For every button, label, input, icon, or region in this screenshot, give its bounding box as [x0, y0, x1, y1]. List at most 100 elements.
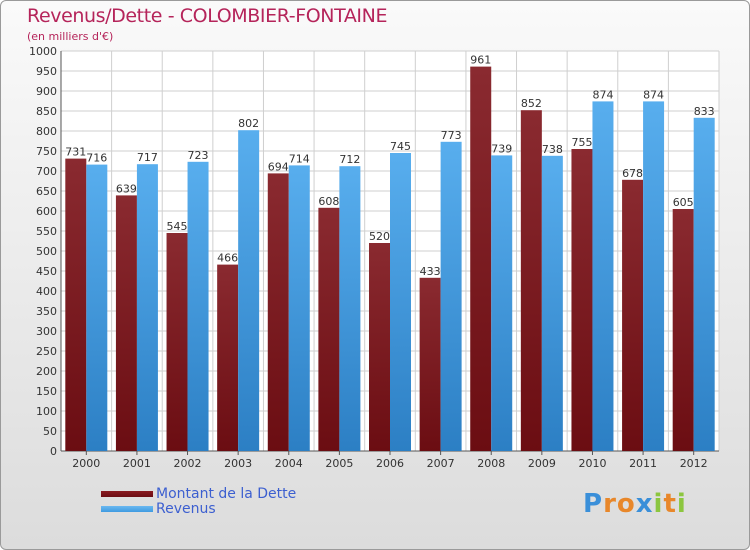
- bar-revenue: [238, 130, 260, 451]
- bar-debt: [318, 207, 340, 451]
- y-tick-label: 850: [36, 105, 57, 118]
- bar-revenue: [187, 161, 209, 452]
- x-tick-label: 2010: [578, 457, 606, 470]
- y-tick-label: 150: [36, 385, 57, 398]
- y-tick-label: 550: [36, 225, 57, 238]
- legend-swatch-revenue: [101, 506, 153, 512]
- data-label-debt: 961: [470, 54, 491, 67]
- data-label-revenue: 802: [238, 117, 259, 130]
- bar-revenue: [136, 164, 158, 451]
- x-tick-label: 2002: [174, 457, 202, 470]
- y-tick-label: 200: [36, 365, 57, 378]
- logo-letter: i: [653, 489, 664, 519]
- x-tick-label: 2011: [629, 457, 657, 470]
- y-tick-label: 450: [36, 265, 57, 278]
- bar-debt: [520, 110, 542, 451]
- logo-letter: r: [603, 489, 617, 519]
- bar-debt: [470, 66, 492, 451]
- data-label-debt: 678: [622, 167, 643, 180]
- chart-subtitle: (en milliers d'€): [27, 30, 114, 43]
- bar-debt: [166, 233, 188, 451]
- y-tick-label: 250: [36, 345, 57, 358]
- data-label-debt: 545: [167, 220, 188, 233]
- data-label-debt: 852: [521, 97, 542, 110]
- y-tick-label: 500: [36, 245, 57, 258]
- bar-debt: [419, 277, 441, 451]
- logo-letter: x: [635, 489, 654, 519]
- x-tick-label: 2000: [72, 457, 100, 470]
- legend-label-revenue: Revenus: [156, 501, 216, 517]
- bar-debt: [115, 195, 137, 451]
- data-label-revenue: 714: [289, 152, 310, 165]
- data-label-debt: 608: [318, 195, 339, 208]
- data-label-revenue: 874: [643, 88, 664, 101]
- y-tick-label: 0: [50, 445, 57, 458]
- data-label-revenue: 773: [441, 129, 462, 142]
- x-tick-label: 2012: [680, 457, 708, 470]
- data-label-debt: 639: [116, 182, 137, 195]
- logo-letter: o: [616, 489, 636, 519]
- data-label-debt: 605: [673, 196, 694, 209]
- x-tick-label: 2005: [325, 457, 353, 470]
- bar-revenue: [541, 155, 563, 452]
- bar-revenue: [288, 165, 310, 451]
- data-label-revenue: 717: [137, 151, 158, 164]
- y-tick-label: 300: [36, 325, 57, 338]
- logo-letter: P: [583, 489, 604, 519]
- bar-debt: [672, 209, 694, 451]
- y-tick-label: 400: [36, 285, 57, 298]
- y-tick-label: 750: [36, 145, 57, 158]
- data-label-debt: 520: [369, 230, 390, 243]
- bar-revenue: [339, 166, 361, 451]
- bar-revenue: [592, 101, 614, 452]
- bar-debt: [65, 158, 87, 451]
- data-label-debt: 466: [217, 252, 238, 265]
- bar-revenue: [440, 141, 462, 452]
- data-label-revenue: 723: [188, 149, 209, 162]
- y-tick-label: 700: [36, 165, 57, 178]
- legend-swatch-debt: [101, 491, 153, 497]
- bar-debt: [369, 243, 390, 451]
- y-tick-label: 900: [36, 85, 57, 98]
- data-label-revenue: 738: [542, 143, 563, 156]
- y-tick-label: 800: [36, 125, 57, 138]
- axis-layer: 0 50 100 150 200 250 300 350 400 450 500 550 600 650 7…: [29, 45, 719, 470]
- bar-revenue: [643, 101, 665, 452]
- x-tick-label: 2007: [427, 457, 455, 470]
- chart-title: Revenus/Dette - COLOMBIER-FONTAINE: [27, 5, 388, 27]
- y-tick-label: 100: [36, 405, 57, 418]
- y-tick-label: 50: [43, 425, 57, 438]
- bar-revenue: [693, 117, 715, 452]
- proxiti-logo: Proxiti: [583, 489, 687, 519]
- data-label-revenue: 874: [592, 88, 613, 101]
- x-tick-label: 2001: [123, 457, 151, 470]
- x-tick-label: 2006: [376, 457, 404, 470]
- x-tick-label: 2009: [528, 457, 556, 470]
- bars-layer: [65, 66, 715, 452]
- bar-revenue: [390, 153, 411, 451]
- data-label-revenue: 833: [694, 105, 715, 118]
- data-label-revenue: 712: [339, 153, 360, 166]
- data-label-revenue: 716: [86, 152, 107, 165]
- x-tick-label: 2004: [275, 457, 303, 470]
- y-tick-label: 350: [36, 305, 57, 318]
- y-tick-label: 650: [36, 185, 57, 198]
- data-label-revenue: 739: [491, 142, 512, 155]
- bar-debt: [622, 179, 644, 452]
- x-tick-label: 2003: [224, 457, 252, 470]
- x-tick-label: 2008: [477, 457, 505, 470]
- bar-revenue: [491, 155, 513, 451]
- y-tick-label: 600: [36, 205, 57, 218]
- legend-label-debt: Montant de la Dette: [156, 486, 297, 502]
- data-label-revenue: 745: [390, 140, 411, 153]
- y-tick-label: 1000: [29, 45, 57, 58]
- y-tick-label: 950: [36, 65, 57, 78]
- bar-debt: [571, 149, 593, 451]
- data-label-debt: 694: [268, 160, 289, 173]
- bar-debt: [267, 173, 289, 451]
- data-label-debt: 433: [420, 265, 441, 278]
- bar-revenue: [86, 164, 108, 451]
